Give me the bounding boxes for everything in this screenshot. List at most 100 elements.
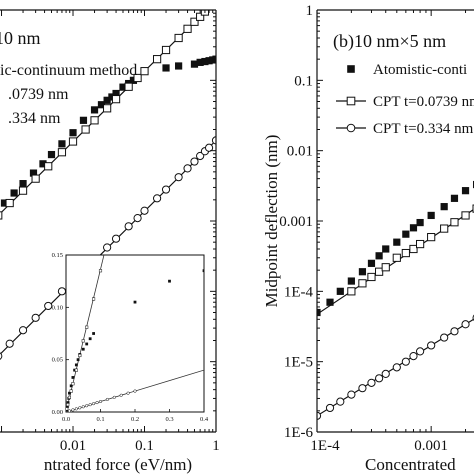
panel-a-point	[79, 116, 88, 124]
panel-a-label: 10 nm	[0, 28, 41, 48]
panel-a-point	[174, 173, 183, 182]
panel-b-point	[347, 390, 356, 399]
panel-b-y-tick-label: 0.01	[287, 144, 313, 160]
inset-point	[95, 401, 99, 405]
panel-a-point	[161, 45, 171, 55]
inset-point	[71, 408, 75, 412]
panel-a-point	[140, 206, 149, 215]
panel-a-legend-entry: .334 nm	[8, 110, 61, 127]
panel-a-point	[129, 76, 138, 84]
inset-point	[78, 406, 82, 410]
panel-a-point	[162, 64, 170, 72]
panel-a-point	[47, 150, 56, 159]
panel-b-point	[409, 244, 418, 254]
panel-a-point	[190, 157, 199, 166]
inset-point	[92, 297, 96, 301]
panel-b-point	[450, 327, 459, 336]
panel-b-plot	[317, 180, 474, 420]
panel-b-x-tick-label: 0.001	[414, 438, 448, 454]
inset-y-tick-label: 0.15	[52, 252, 63, 259]
panel-b-point	[472, 180, 474, 189]
panel-b-point	[375, 267, 384, 276]
panel-b-point	[336, 287, 344, 295]
inset-point	[202, 269, 204, 273]
inset-point	[81, 347, 85, 351]
inset-point	[78, 353, 82, 358]
panel-b-point	[367, 378, 376, 387]
panel-a-point	[31, 174, 40, 183]
panel-b-point	[317, 411, 322, 420]
panel-b-point	[440, 203, 448, 211]
inset-point	[71, 376, 75, 379]
panel-a-point	[97, 101, 106, 109]
panel-b-point	[409, 224, 418, 232]
panel-b-y-tick-label: 1E-5	[284, 355, 313, 371]
panel-a-point	[103, 96, 111, 104]
panel-a-legend-entry: .0739 nm	[8, 86, 69, 103]
panel-b-point	[461, 211, 470, 220]
panel-b-point	[393, 238, 401, 246]
panel-a-point	[133, 73, 142, 83]
panel-b-label: (b)10 nm×5 nm	[333, 31, 446, 52]
panel-a-point	[57, 148, 67, 157]
panel-a-x-tick-label: 0.1	[135, 438, 154, 454]
inset-point	[81, 405, 85, 409]
panel-a-point	[174, 33, 183, 43]
panel-a-point	[111, 95, 121, 104]
inset-point	[85, 404, 89, 408]
panel-b-point	[347, 287, 356, 296]
panel-a-point	[183, 24, 192, 33]
panel-a-point	[31, 313, 40, 322]
panel-b-x-axis-label: Concentrated	[365, 455, 456, 474]
panel-a-point	[5, 198, 14, 208]
panel-a-point	[196, 151, 205, 161]
panel-a-point	[183, 164, 192, 173]
panel-b-point	[415, 239, 425, 249]
panel-b-point	[450, 218, 459, 227]
panel-b-legend-entry: CPT t=0.0739 nm	[373, 94, 474, 110]
panel-b-point	[375, 252, 383, 260]
panel-a-point	[204, 143, 214, 152]
inset-point	[68, 391, 71, 395]
inset-point	[69, 389, 73, 393]
inset-y-tick-label: 0.00	[52, 409, 63, 416]
panel-a-point	[161, 185, 171, 194]
panel-b-point	[450, 194, 459, 202]
panel-a-point	[152, 55, 162, 64]
inset-x-tick-label: 0.4	[200, 416, 209, 423]
panel-b-point	[427, 341, 436, 350]
inset-point	[66, 405, 69, 409]
panel-b-y-tick-label: 1E-6	[284, 425, 314, 441]
inset-point	[66, 407, 69, 411]
panel-a-x-tick-label: 0.01	[60, 438, 86, 454]
panel-b-y-tick-label: 1	[306, 3, 314, 19]
panel-a-point	[108, 93, 116, 101]
panel-b-point	[381, 263, 390, 272]
panel-a-point	[0, 199, 9, 207]
panel-a-point	[44, 301, 53, 311]
panel-a-point	[112, 89, 120, 98]
inset-point	[66, 403, 70, 407]
panel-a-point	[190, 60, 199, 68]
panel-a-point	[69, 129, 77, 137]
panel-b-legend-marker	[346, 123, 356, 133]
inset-x-tick-label: 0.1	[96, 416, 104, 423]
inset-point	[81, 339, 85, 343]
panel-a-legend-entry: ic-continuum method	[0, 62, 137, 79]
panel-b-point	[461, 320, 470, 329]
panel-b-point	[415, 347, 425, 356]
panel-a-point	[57, 287, 67, 296]
inset-point	[85, 342, 89, 346]
panel-a-point	[103, 104, 112, 113]
panel-b-point	[402, 230, 410, 238]
panel-b-y-axis-label: Midpoint deflection (nm)	[262, 135, 281, 308]
inset-point	[112, 395, 116, 399]
panel-a-point	[196, 58, 204, 66]
inset-point	[85, 325, 89, 329]
panel-b-y-tick-label: 1E-4	[284, 284, 314, 300]
inset-point	[67, 409, 71, 412]
inset-point	[98, 399, 103, 404]
panel-a-point	[205, 57, 213, 65]
inset-point	[74, 407, 78, 411]
